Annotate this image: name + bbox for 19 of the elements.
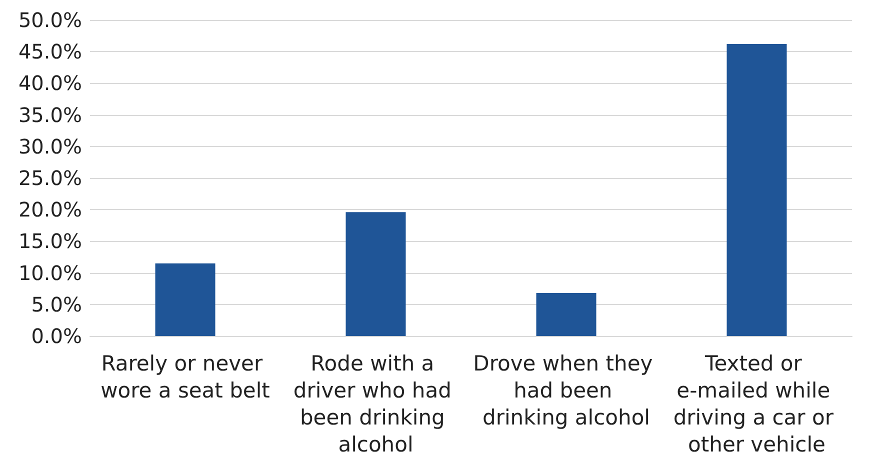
y-tick-label: 25.0% <box>18 166 82 190</box>
bar <box>155 263 216 336</box>
x-tick-label: Rarely or never wore a seat belt <box>100 352 270 402</box>
y-tick-label: 0.0% <box>31 324 82 348</box>
y-tick-label: 5.0% <box>31 292 82 316</box>
x-tick-label: Drove when they had been drinking alcohol <box>473 352 660 430</box>
y-tick-label: 10.0% <box>18 260 82 285</box>
x-tick-label: Texted or e-mailed while driving a car or other vehicle <box>673 352 840 456</box>
y-tick-label: 45.0% <box>18 40 82 64</box>
y-tick-label: 20.0% <box>18 198 82 222</box>
y-tick-label: 50.0% <box>18 8 82 32</box>
y-tick-label: 30.0% <box>18 134 82 158</box>
y-tick-label: 40.0% <box>18 71 82 96</box>
y-tick-label: 15.0% <box>18 229 82 254</box>
y-tick-label: 35.0% <box>18 102 82 127</box>
bar <box>536 293 596 336</box>
bar <box>346 212 406 336</box>
x-tick-label: Rode with a driver who had been drinking alcohol <box>293 352 458 456</box>
bar <box>726 44 787 336</box>
